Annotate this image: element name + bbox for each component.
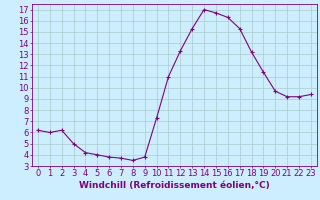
X-axis label: Windchill (Refroidissement éolien,°C): Windchill (Refroidissement éolien,°C) bbox=[79, 181, 270, 190]
